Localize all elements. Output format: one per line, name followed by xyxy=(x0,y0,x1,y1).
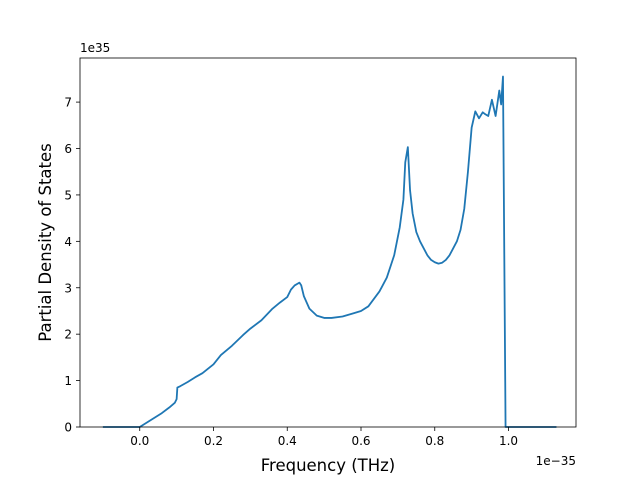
x-axis-offset-label: 1e−35 xyxy=(536,454,576,468)
y-axis-label: Partial Density of States xyxy=(36,143,55,342)
y-tick-label: 0 xyxy=(64,421,72,435)
y-tick-label: 2 xyxy=(64,328,72,342)
x-tick-label: 0.6 xyxy=(351,434,370,448)
y-tick-label: 7 xyxy=(64,96,72,110)
x-tick-label: 0.2 xyxy=(204,434,223,448)
x-axis-ticks: 0.0 0.2 0.4 0.6 0.8 1.0 xyxy=(130,427,518,448)
y-tick-label: 6 xyxy=(64,142,72,156)
x-tick-label: 0.0 xyxy=(130,434,149,448)
x-tick-label: 0.4 xyxy=(278,434,297,448)
x-tick-label: 1.0 xyxy=(499,434,518,448)
y-tick-label: 4 xyxy=(64,235,72,249)
series-line-0 xyxy=(102,75,557,428)
y-tick-label: 3 xyxy=(64,281,72,295)
x-axis-label: Frequency (THz) xyxy=(261,456,396,475)
plot-area xyxy=(102,75,557,428)
y-axis-ticks: 0 1 2 3 4 5 6 7 xyxy=(64,96,80,435)
y-tick-label: 5 xyxy=(64,188,72,202)
x-tick-label: 0.8 xyxy=(425,434,444,448)
y-axis-offset-label: 1e35 xyxy=(80,41,110,55)
y-tick-label: 1 xyxy=(64,374,72,388)
axes-frame xyxy=(79,57,577,428)
